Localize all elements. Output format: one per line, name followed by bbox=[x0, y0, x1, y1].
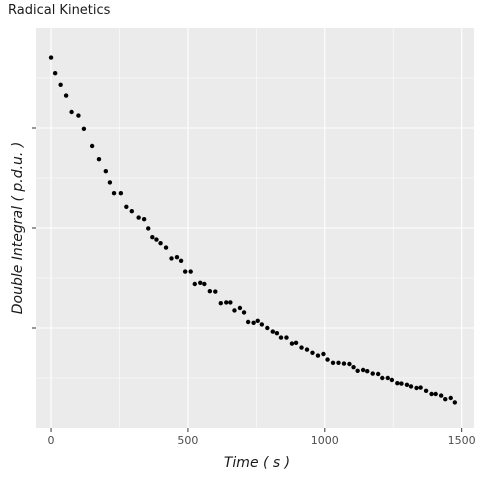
data-point bbox=[63, 93, 69, 98]
data-point bbox=[111, 191, 117, 196]
data-point bbox=[141, 217, 147, 222]
data-point bbox=[399, 381, 404, 386]
data-point bbox=[48, 55, 54, 60]
data-point bbox=[136, 215, 141, 220]
data-point bbox=[129, 209, 135, 214]
data-point bbox=[107, 180, 113, 185]
data-point bbox=[433, 391, 438, 397]
data-point bbox=[163, 245, 169, 250]
data-point bbox=[341, 361, 347, 366]
data-point bbox=[251, 320, 256, 325]
x-axis-ticks: 0 500 1000 1500 bbox=[48, 428, 476, 447]
data-point bbox=[52, 71, 58, 76]
data-point bbox=[245, 319, 251, 325]
data-point bbox=[423, 388, 429, 393]
data-point bbox=[237, 305, 243, 311]
y-axis-ticks bbox=[32, 127, 36, 329]
data-point bbox=[228, 300, 233, 305]
data-point bbox=[293, 340, 299, 345]
data-point bbox=[389, 377, 395, 383]
data-point bbox=[278, 335, 284, 340]
data-point bbox=[259, 322, 265, 327]
data-point bbox=[299, 345, 304, 350]
data-point bbox=[418, 385, 423, 390]
data-point bbox=[355, 368, 360, 373]
data-point bbox=[315, 353, 321, 358]
data-point bbox=[218, 301, 223, 306]
data-point bbox=[274, 331, 280, 336]
data-point bbox=[265, 325, 270, 331]
data-point bbox=[207, 289, 213, 294]
data-point bbox=[325, 357, 330, 362]
data-point bbox=[188, 269, 193, 274]
data-point bbox=[241, 310, 247, 315]
gridlines bbox=[36, 28, 474, 428]
data-point bbox=[408, 384, 414, 389]
data-point bbox=[154, 237, 159, 242]
data-point bbox=[360, 367, 366, 373]
data-point bbox=[395, 381, 400, 386]
data-point bbox=[330, 360, 336, 365]
data-point bbox=[336, 360, 341, 365]
data-point bbox=[443, 397, 448, 402]
data-point bbox=[414, 385, 419, 391]
data-point bbox=[310, 350, 315, 355]
data-point bbox=[182, 269, 188, 274]
data-point bbox=[321, 351, 326, 357]
data-point bbox=[150, 235, 155, 240]
data-point bbox=[448, 395, 453, 401]
data-point bbox=[124, 204, 129, 209]
x-tick-label: 500 bbox=[177, 434, 198, 447]
data-point bbox=[289, 341, 295, 346]
data-point bbox=[69, 109, 74, 115]
data-points bbox=[48, 55, 458, 405]
data-point bbox=[174, 255, 180, 260]
data-point bbox=[365, 369, 370, 374]
data-point bbox=[89, 143, 95, 149]
data-point bbox=[169, 256, 174, 261]
data-point bbox=[270, 329, 275, 334]
y-axis-title: Double Integral ( p.d.u. ) bbox=[10, 142, 26, 315]
data-point bbox=[76, 113, 81, 118]
data-point bbox=[178, 258, 184, 263]
data-point bbox=[81, 126, 87, 131]
data-point bbox=[380, 375, 385, 381]
data-point bbox=[284, 335, 289, 340]
x-tick-label: 1000 bbox=[311, 434, 339, 447]
data-point bbox=[224, 300, 229, 305]
data-point bbox=[118, 191, 124, 196]
data-point bbox=[385, 375, 390, 381]
data-point bbox=[192, 281, 197, 287]
data-point bbox=[351, 365, 356, 370]
data-point bbox=[452, 400, 458, 405]
data-point bbox=[202, 281, 207, 287]
data-point bbox=[232, 308, 237, 313]
data-point bbox=[304, 347, 310, 352]
x-axis-title: Time ( s ) bbox=[224, 455, 290, 471]
data-point bbox=[96, 157, 102, 162]
x-tick-label: 1500 bbox=[448, 434, 476, 447]
data-point bbox=[370, 371, 375, 376]
data-point bbox=[58, 82, 63, 88]
data-point bbox=[429, 391, 434, 397]
chart-title: Radical Kinetics bbox=[8, 3, 111, 18]
data-point bbox=[103, 169, 109, 174]
data-point bbox=[438, 393, 444, 398]
x-tick-label: 0 bbox=[48, 434, 55, 447]
data-point bbox=[198, 280, 203, 285]
data-point bbox=[255, 318, 260, 323]
data-point bbox=[146, 226, 151, 231]
data-point bbox=[375, 371, 381, 377]
data-point bbox=[158, 241, 163, 246]
data-point bbox=[404, 382, 410, 387]
data-point bbox=[347, 361, 352, 367]
data-point bbox=[213, 289, 218, 294]
